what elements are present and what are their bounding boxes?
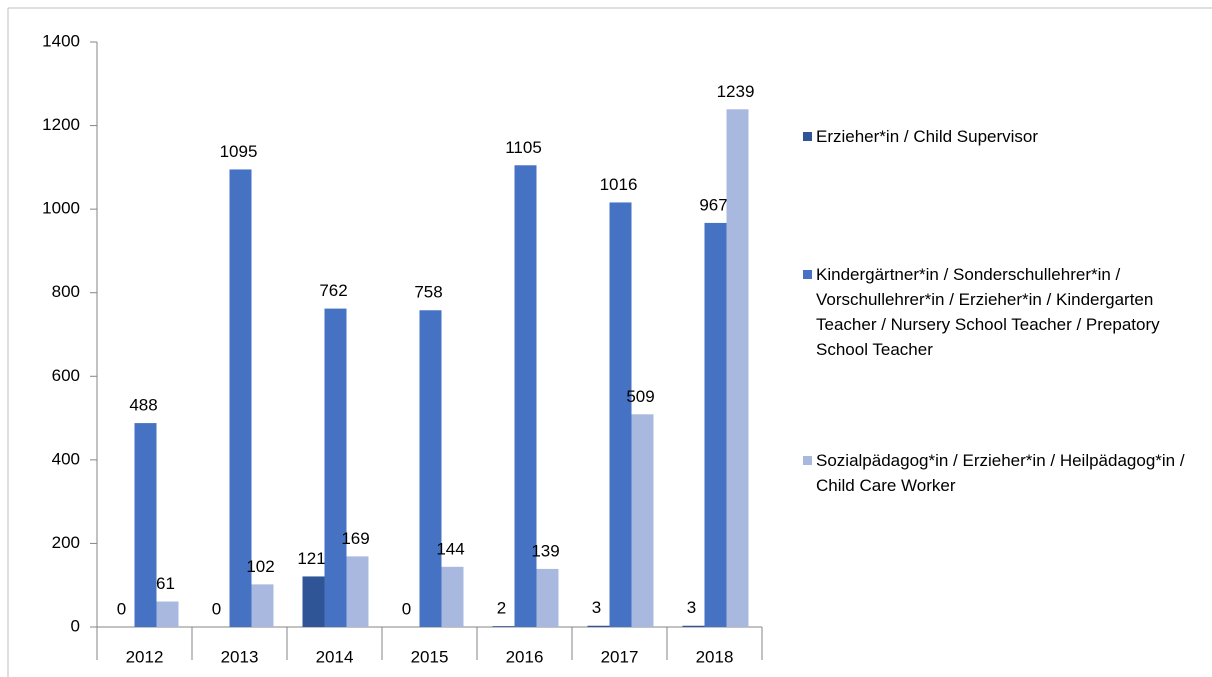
legend-swatch (803, 132, 812, 141)
data-label: 509 (626, 387, 654, 406)
bar (492, 626, 515, 627)
x-tick-label: 2015 (411, 647, 449, 666)
bar (346, 556, 369, 627)
data-label: 169 (341, 529, 369, 548)
legend-entry: Kindergärtner*in / Sonderschullehrer*in … (803, 262, 1198, 362)
x-tick-label: 2013 (221, 647, 259, 666)
y-tick-label: 1400 (42, 31, 80, 50)
data-label: 102 (246, 557, 274, 576)
x-tick-label: 2016 (506, 647, 544, 666)
bar (609, 202, 632, 627)
data-label: 2 (497, 599, 506, 618)
data-label: 3 (592, 598, 601, 617)
data-label: 1239 (717, 82, 755, 101)
data-label: 3 (687, 598, 696, 617)
legend-swatch (803, 270, 812, 279)
bar (704, 222, 727, 628)
data-label: 1016 (600, 175, 638, 194)
bar (726, 109, 749, 627)
legend-label: Erzieher*in / Child Supervisor (816, 127, 1039, 146)
y-tick-label: 200 (52, 533, 80, 552)
bar (419, 310, 442, 627)
data-label: 144 (436, 539, 464, 558)
data-label: 1095 (220, 142, 258, 161)
bar (302, 576, 325, 627)
x-tick-label: 2018 (696, 647, 734, 666)
x-tick-label: 2012 (126, 647, 164, 666)
legend-label: Kindergärtner*in / Sonderschullehrer*in … (816, 265, 1160, 359)
legend-entry: Erzieher*in / Child Supervisor (803, 124, 1198, 149)
data-label: 488 (129, 396, 157, 415)
x-tick-label: 2017 (601, 647, 639, 666)
bar (587, 625, 610, 627)
data-label: 758 (414, 283, 442, 302)
bar (514, 165, 537, 627)
y-tick-label: 800 (52, 282, 80, 301)
data-label: 61 (156, 574, 175, 593)
data-label: 121 (297, 549, 325, 568)
data-label: 1105 (505, 138, 542, 157)
bar (134, 423, 157, 627)
data-label: 967 (699, 195, 727, 214)
bar (229, 169, 252, 628)
data-label: 0 (402, 599, 411, 618)
y-tick-label: 400 (52, 449, 80, 468)
bar (536, 568, 559, 627)
data-label: 0 (117, 599, 126, 618)
legend-entry: Sozialpädagog*in / Erzieher*in / Heilpäd… (803, 448, 1198, 498)
y-tick-label: 0 (71, 616, 80, 635)
bar (324, 308, 347, 627)
data-label: 762 (319, 281, 347, 300)
bar (682, 625, 705, 627)
legend-label: Sozialpädagog*in / Erzieher*in / Heilpäd… (816, 451, 1185, 495)
y-tick-label: 600 (52, 366, 80, 385)
y-tick-label: 1000 (42, 199, 80, 218)
bar (156, 601, 179, 627)
bar (251, 584, 274, 627)
bar (441, 566, 464, 627)
data-label: 139 (531, 541, 559, 560)
bar (631, 414, 654, 627)
y-tick-label: 1200 (42, 115, 80, 134)
x-tick-label: 2014 (316, 647, 354, 666)
data-label: 0 (212, 599, 221, 618)
legend-swatch (803, 456, 812, 465)
